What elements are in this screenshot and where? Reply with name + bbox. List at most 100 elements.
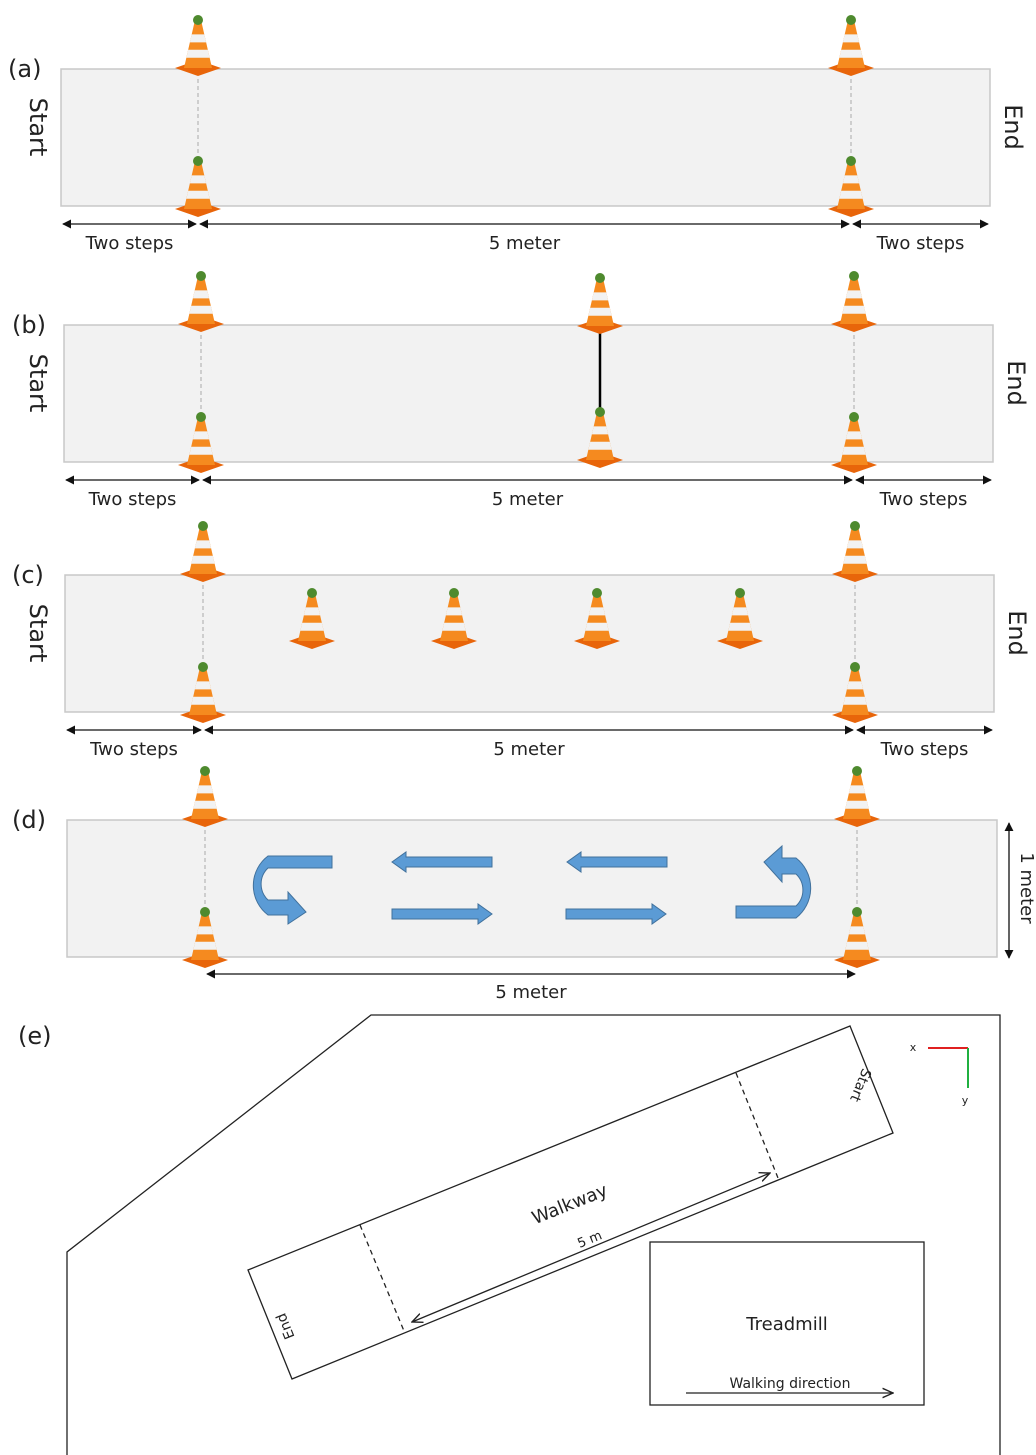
direction-arrow: [391, 903, 493, 925]
walkway: [66, 819, 998, 958]
cone-body: [837, 20, 865, 68]
cone-stripe: [588, 607, 606, 616]
cone-stripe: [839, 49, 863, 58]
cone: [180, 521, 226, 582]
middle-label: 5 meter: [493, 739, 565, 760]
side-label: 1 meter: [1016, 852, 1036, 924]
cone: [834, 766, 880, 827]
cone-body: [841, 526, 869, 574]
walkway: [64, 574, 995, 713]
cone: [431, 588, 477, 649]
cone-stripe: [186, 49, 210, 58]
left-label: Two steps: [88, 489, 177, 510]
cone-stripe: [193, 800, 217, 809]
cone-stripe: [845, 941, 869, 950]
cone-top: [846, 15, 856, 25]
cone-stripe: [848, 785, 866, 794]
cone-top: [849, 412, 859, 422]
cone-stripe: [189, 175, 207, 184]
right-label: Two steps: [880, 739, 969, 760]
cone-stripe: [848, 926, 866, 935]
direction-arrow: [566, 851, 668, 873]
cone-top: [198, 521, 208, 531]
axis-y-label: y: [962, 1094, 969, 1107]
axis-x-label: x: [910, 1041, 917, 1054]
cone-top: [307, 588, 317, 598]
cone-body: [184, 20, 212, 68]
cone-top: [449, 588, 459, 598]
cone-stripe: [196, 785, 214, 794]
cone-stripe: [191, 555, 215, 564]
cone-top: [592, 588, 602, 598]
cone: [831, 271, 877, 332]
cone-top: [735, 588, 745, 598]
panel-label: (d): [12, 806, 46, 834]
cone-top: [852, 907, 862, 917]
end-label: End: [1002, 360, 1030, 406]
right-label: Two steps: [879, 489, 968, 510]
cone-top: [198, 662, 208, 672]
cone-top: [595, 407, 605, 417]
cone-top: [193, 156, 203, 166]
panel-label: (e): [18, 1022, 52, 1050]
cone: [182, 907, 228, 968]
distance-arrow: [412, 1173, 770, 1322]
cone: [577, 273, 623, 334]
end-label: End: [999, 104, 1027, 150]
cone-stripe: [300, 622, 324, 631]
cone-stripe: [842, 175, 860, 184]
cone-stripe: [442, 622, 466, 631]
cone-stripe: [585, 622, 609, 631]
cone-stripe: [845, 431, 863, 440]
right-label: Two steps: [876, 233, 965, 254]
start-label: Start: [24, 98, 52, 157]
cone-stripe: [731, 607, 749, 616]
panel-label: (b): [12, 311, 46, 339]
cone-stripe: [196, 926, 214, 935]
middle-label: 5 meter: [492, 489, 564, 510]
cone: [175, 15, 221, 76]
cone-stripe: [842, 305, 866, 314]
cone: [182, 766, 228, 827]
left-label: Two steps: [89, 739, 178, 760]
cone-top: [850, 662, 860, 672]
start-label: Start: [24, 354, 52, 413]
walkway: [60, 68, 991, 207]
direction-arrow: [391, 851, 493, 873]
cone: [178, 271, 224, 332]
cone-stripe: [591, 292, 609, 301]
room-outline: [66, 1014, 1001, 1455]
cone-stripe: [846, 540, 864, 549]
cone-stripe: [193, 941, 217, 950]
cone: [577, 407, 623, 468]
cone-top: [850, 521, 860, 531]
cone-top: [200, 907, 210, 917]
end-label: End: [1003, 610, 1031, 656]
cone-stripe: [303, 607, 321, 616]
turn-arrow: [735, 844, 812, 919]
cone: [717, 588, 763, 649]
cone-stripe: [194, 540, 212, 549]
cone-stripe: [192, 290, 210, 299]
panel-label: (c): [12, 561, 44, 589]
cone-stripe: [194, 681, 212, 690]
cone: [178, 412, 224, 473]
cone-stripe: [588, 441, 612, 450]
cone-top: [595, 273, 605, 283]
direction-arrow: [565, 903, 667, 925]
cone-stripe: [445, 607, 463, 616]
cone-top: [193, 15, 203, 25]
turn-arrow: [252, 855, 333, 925]
cone-top: [196, 271, 206, 281]
cone: [828, 156, 874, 217]
cone-top: [196, 412, 206, 422]
cone-stripe: [839, 190, 863, 199]
cone-stripe: [843, 696, 867, 705]
cone: [175, 156, 221, 217]
middle-label: 5 meter: [495, 982, 567, 1003]
cone-stripe: [845, 800, 869, 809]
cone-body: [187, 276, 215, 324]
cone-stripe: [842, 446, 866, 455]
cone-top: [200, 766, 210, 776]
